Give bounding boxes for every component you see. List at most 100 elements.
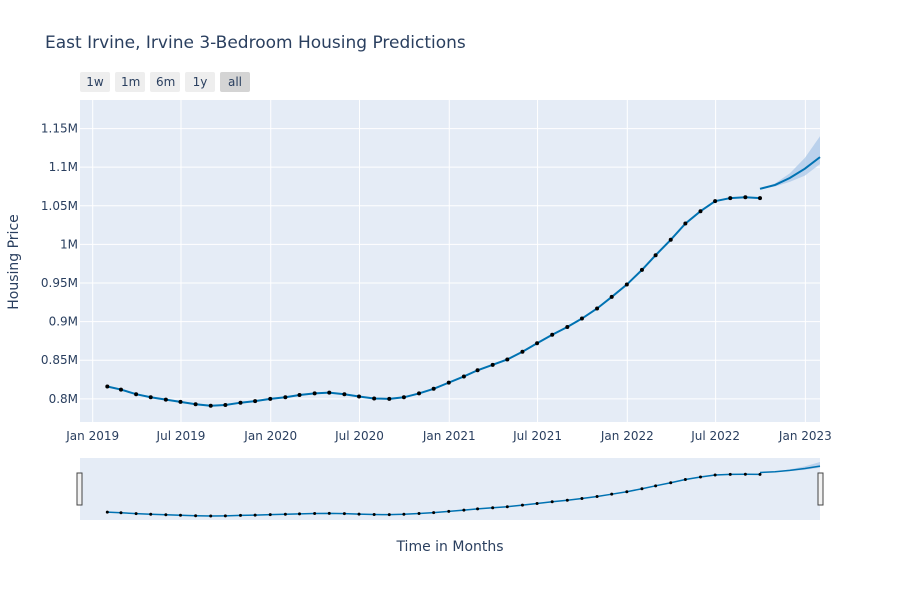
- series-markers: [105, 195, 762, 408]
- range-button-all[interactable]: all: [220, 72, 250, 92]
- range-slider-markers: [105, 472, 762, 518]
- forecast-slider-line: [759, 465, 821, 474]
- data-point: [550, 332, 555, 337]
- range-slider-left-handle[interactable]: [76, 472, 83, 506]
- y-tick-label: 0.9M: [49, 315, 78, 329]
- data-point: [743, 195, 748, 200]
- range-button-6m[interactable]: 6m: [150, 72, 180, 92]
- y-tick-label: 1.1M: [49, 160, 78, 174]
- slider-data-point: [683, 477, 687, 481]
- x-tick-label: Jul 2019: [156, 429, 206, 443]
- slider-data-point: [223, 514, 227, 518]
- slider-data-point: [149, 512, 153, 516]
- y-tick-label: 0.95M: [41, 276, 78, 290]
- x-tick-label: Jul 2021: [512, 429, 562, 443]
- x-tick-label: Jan 2021: [422, 429, 476, 443]
- grid-lines: [80, 100, 820, 422]
- x-tick-label: Jan 2023: [778, 429, 832, 443]
- data-point: [297, 392, 302, 397]
- data-point: [327, 390, 332, 395]
- slider-data-point: [491, 506, 495, 510]
- y-tick-label: 1.05M: [41, 199, 78, 213]
- slider-data-point: [698, 475, 702, 479]
- data-point: [134, 392, 139, 397]
- data-point: [713, 199, 718, 204]
- y-tick-label: 0.85M: [41, 353, 78, 367]
- range-slider-right-handle[interactable]: [817, 472, 824, 506]
- data-point: [238, 400, 243, 405]
- range-button-1m[interactable]: 1m: [115, 72, 145, 92]
- data-point: [579, 316, 584, 321]
- slider-data-point: [194, 514, 198, 518]
- x-axis-ticks: Jan 2019 Jul 2019 Jan 2020 Jul 2020 Jan 2021…: [65, 429, 832, 443]
- data-point: [372, 396, 377, 401]
- data-point: [401, 395, 406, 400]
- slider-data-point: [447, 509, 451, 513]
- y-tick-label: 0.8M: [49, 392, 78, 406]
- slider-data-point: [417, 512, 421, 516]
- slider-data-point: [327, 511, 331, 515]
- data-point: [253, 399, 258, 404]
- data-point: [475, 368, 480, 373]
- range-button-1w[interactable]: 1w: [80, 72, 110, 92]
- data-point: [312, 391, 317, 396]
- slider-data-point: [610, 492, 614, 496]
- data-point: [565, 325, 570, 330]
- slider-data-point: [565, 498, 569, 502]
- data-point: [417, 391, 422, 396]
- slider-data-point: [283, 512, 287, 516]
- x-tick-label: Jul 2020: [334, 429, 384, 443]
- data-point: [758, 196, 762, 201]
- data-point: [639, 267, 644, 272]
- slider-data-point: [432, 511, 436, 515]
- range-selector: 1w 1m 6m 1y all: [80, 72, 250, 92]
- slider-data-point: [550, 500, 554, 504]
- data-point: [461, 374, 466, 379]
- slider-data-point: [640, 487, 644, 491]
- x-tick-label: Jan 2020: [243, 429, 297, 443]
- data-point: [387, 396, 392, 401]
- data-point: [357, 394, 362, 399]
- chart-title: East Irvine, Irvine 3-Bedroom Housing Pr…: [45, 33, 466, 53]
- data-point: [728, 196, 733, 201]
- slider-data-point: [535, 501, 539, 505]
- slider-data-point: [134, 512, 138, 516]
- data-point: [653, 253, 658, 258]
- slider-data-point: [595, 495, 599, 499]
- y-axis-ticks: 0.8M 0.85M 0.9M 0.95M 1M 1.05M 1.1M 1.15M: [41, 122, 78, 406]
- data-point: [683, 221, 688, 226]
- slider-data-point: [119, 511, 123, 515]
- slider-data-point: [580, 497, 584, 501]
- slider-data-point: [209, 514, 213, 518]
- slider-data-point: [520, 503, 524, 507]
- range-button-1y[interactable]: 1y: [185, 72, 215, 92]
- slider-data-point: [342, 512, 346, 516]
- slider-data-point: [713, 473, 717, 477]
- slider-data-point: [654, 484, 658, 488]
- data-point: [268, 396, 273, 401]
- slider-data-point: [402, 512, 406, 516]
- data-point: [446, 380, 451, 385]
- slider-data-point: [253, 513, 257, 517]
- y-axis-title: Housing Price: [6, 214, 22, 310]
- data-point: [698, 209, 703, 214]
- slider-data-point: [505, 505, 509, 509]
- data-point: [208, 403, 213, 408]
- data-point: [431, 386, 436, 391]
- y-tick-label: 1.15M: [41, 122, 78, 136]
- slider-data-point: [178, 513, 182, 517]
- y-tick-label: 1M: [60, 237, 78, 251]
- data-point: [520, 349, 525, 354]
- slider-data-point: [164, 513, 168, 517]
- range-slider[interactable]: [76, 458, 824, 520]
- data-point: [163, 397, 168, 402]
- x-tick-label: Jan 2022: [600, 429, 654, 443]
- slider-data-point: [728, 472, 732, 476]
- slider-data-point: [238, 513, 242, 517]
- slider-data-point: [313, 512, 317, 516]
- data-point: [105, 384, 110, 389]
- data-point: [193, 402, 198, 407]
- range-slider-track: [80, 458, 820, 520]
- data-point: [535, 341, 540, 346]
